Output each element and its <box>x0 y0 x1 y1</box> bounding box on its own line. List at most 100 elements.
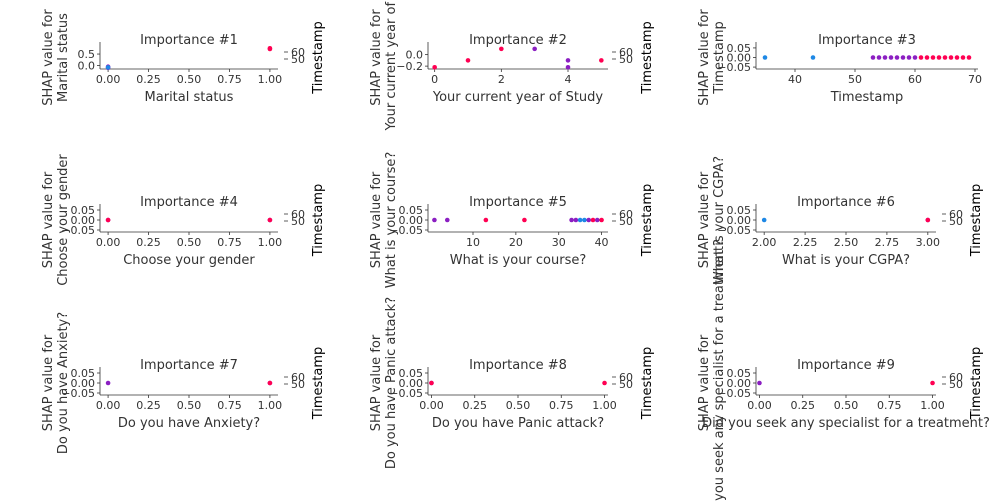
x-tick-label: 0.00 <box>419 399 444 412</box>
y-axis-label-line-2: Your current year of St <box>384 0 399 132</box>
data-point <box>912 55 918 60</box>
chart-1: 0.00 0.25 0.50 0.75 1.00 0.00.5 Importance #1 M… <box>41 9 326 106</box>
y-tick-label: 0.0 <box>78 60 96 73</box>
data-point <box>565 64 571 70</box>
colorbar-tick-label: 60 <box>291 371 305 384</box>
x-tick-label: 0.25 <box>136 236 161 249</box>
x-tick-label: 0.25 <box>136 399 161 412</box>
chart-4: 0.00 0.25 0.50 0.75 1.00−0.050.000.05Importa… <box>41 154 326 286</box>
data-point <box>429 380 434 386</box>
x-tick-label: 1.00 <box>258 73 283 86</box>
y-axis-label-line-1: SHAP value for <box>697 171 712 268</box>
y-tick-label: 0.00 <box>727 377 752 390</box>
data-point <box>599 58 604 63</box>
x-axis-label: What is your course? <box>450 253 587 268</box>
y-tick-label: 0.00 <box>71 214 96 227</box>
y-axis-label-line-2: Do you have Anxiety? <box>56 312 71 454</box>
x-tick-label: 0.00 <box>96 73 121 86</box>
x-tick-label: 3.00 <box>916 236 941 249</box>
colorbar-label: Timestamp <box>969 347 984 421</box>
x-tick-label: 0.00 <box>96 236 121 249</box>
x-tick-label: 2.00 <box>752 236 777 249</box>
colorbar-tick-label: 50 <box>619 215 633 228</box>
y-axis-label-line-2: Do you have Panic attack? <box>384 297 399 469</box>
y-tick-label: 0.05 <box>71 204 96 217</box>
y-tick-label: −0.2 <box>396 60 423 73</box>
colorbar-tick-label: 60 <box>619 371 633 384</box>
colorbar-tick-label: 60 <box>949 208 963 221</box>
chart-9: 0.00 0.25 0.50 0.75 1.00−0.050.000.05Importa… <box>697 239 990 504</box>
colorbar-label: Timestamp <box>969 184 984 258</box>
data-point <box>586 217 592 223</box>
colorbar-label: Timestamp <box>311 347 326 421</box>
chart-title: Importance #7 <box>140 358 238 373</box>
y-axis-label-line-2: Did you seek any specialist for a treatm… <box>712 239 727 504</box>
data-point <box>930 380 935 386</box>
x-tick-label: 0.75 <box>549 399 574 412</box>
chart-title: Importance #2 <box>469 33 567 48</box>
x-tick-label: 2.25 <box>793 236 818 249</box>
x-tick-label: 0.25 <box>790 399 815 412</box>
y-tick-label: 0.00 <box>727 214 752 227</box>
chart-7: 0.00 0.25 0.50 0.75 1.00−0.050.000.05Importa… <box>41 312 326 454</box>
data-point <box>432 64 437 70</box>
data-point <box>882 55 888 60</box>
y-tick-label: −0.05 <box>717 224 751 237</box>
y-tick-label: −0.05 <box>389 224 423 237</box>
y-axis-label-line-1: SHAP value for <box>697 334 712 431</box>
data-point <box>577 217 583 223</box>
x-tick-label: 10 <box>466 236 480 249</box>
colorbar-tick-label: 60 <box>619 208 633 221</box>
x-tick-label: 30 <box>552 236 566 249</box>
colorbar-tick-label: 60 <box>619 46 633 59</box>
y-tick-label: −0.05 <box>389 387 423 400</box>
data-point <box>499 46 504 52</box>
chart-title: Importance #6 <box>797 195 895 210</box>
x-tick-label: 4 <box>565 73 572 86</box>
x-axis-label: Did you seek any specialist for a treatm… <box>702 416 990 431</box>
x-axis-label: Choose your gender <box>123 253 255 268</box>
y-axis-label-line-1: SHAP value for <box>369 9 384 106</box>
data-point <box>925 217 931 223</box>
x-tick-label: 0.00 <box>747 399 772 412</box>
colorbar-label: Timestamp <box>311 21 326 95</box>
colorbar-tick-label: 50 <box>291 378 305 391</box>
x-tick-label: 50 <box>848 73 862 86</box>
y-tick-label: 0.5 <box>78 48 96 61</box>
x-axis-label: Timestamp <box>830 90 904 105</box>
x-axis-label: Do you have Panic attack? <box>432 416 604 431</box>
x-tick-label: 1.00 <box>258 399 283 412</box>
chart-5: 10 20 30 40 −0.050.000.05 Importance #5 What i… <box>369 152 655 289</box>
data-point <box>948 55 954 60</box>
y-tick-label: −0.05 <box>61 224 95 237</box>
colorbar-tick-label: 50 <box>619 378 633 391</box>
y-tick-label: 0.05 <box>399 204 424 217</box>
data-point <box>465 58 471 63</box>
colorbar-label: Timestamp <box>640 347 655 421</box>
colorbar-tick-label: 50 <box>949 378 963 391</box>
data-point <box>267 217 273 223</box>
y-axis-label-line-2: Marital status <box>56 13 71 102</box>
y-axis-label-line-1: SHAP value for <box>369 334 384 431</box>
x-tick-label: 0.75 <box>877 399 902 412</box>
data-point <box>918 55 924 60</box>
x-tick-label: 0.25 <box>462 399 487 412</box>
colorbar-tick-label: 60 <box>291 46 305 59</box>
data-point <box>761 217 767 223</box>
y-axis-label-line-1: SHAP value for <box>697 9 712 106</box>
y-tick-label: 0.0 <box>406 49 424 62</box>
data-point <box>483 217 489 223</box>
y-tick-label: 0.05 <box>71 367 96 380</box>
x-tick-label: 0.00 <box>96 399 121 412</box>
colorbar-label: Timestamp <box>640 184 655 258</box>
chart-title: Importance #9 <box>797 358 895 373</box>
data-point <box>599 217 604 223</box>
data-point <box>105 217 111 223</box>
y-axis-label-line-2: What is your CGPA? <box>712 156 727 284</box>
data-point <box>267 46 273 52</box>
x-tick-label: 1.00 <box>592 399 617 412</box>
x-tick-label: 40 <box>595 236 609 249</box>
y-axis-label-line-1: SHAP value for <box>369 171 384 268</box>
y-axis-label-line-1: SHAP value for <box>41 334 56 431</box>
data-point <box>602 380 607 386</box>
